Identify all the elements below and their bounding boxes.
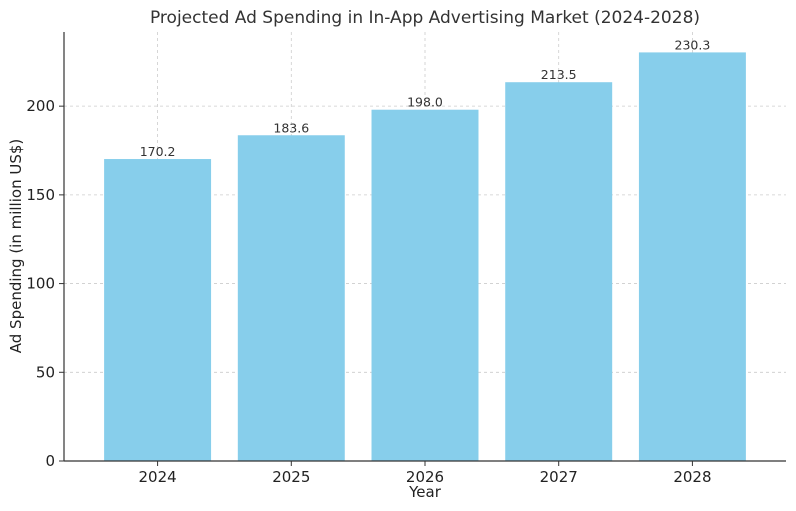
bar-2025: [237, 135, 345, 462]
data-label-2025: 183.6: [273, 120, 309, 135]
y-ticks: 0 50 100 150 200: [26, 97, 64, 470]
y-tick-label: 0: [45, 452, 55, 470]
x-axis-label: Year: [408, 483, 442, 501]
chart-title: Projected Ad Spending in In-App Advertis…: [150, 8, 700, 28]
x-tick-label-2028: 2028: [673, 468, 711, 486]
data-label-2027: 213.5: [541, 67, 577, 82]
x-tick-label-2025: 2025: [272, 468, 310, 486]
data-label-2026: 198.0: [407, 95, 443, 110]
data-label-2024: 170.2: [140, 144, 176, 159]
data-labels: 170.2 183.6 198.0 213.5 230.3: [140, 37, 711, 159]
bar-2027: [505, 82, 613, 461]
x-tick-label-2024: 2024: [138, 468, 176, 486]
bar-2024: [104, 159, 212, 461]
y-tick-label: 150: [26, 186, 55, 204]
bar-2026: [371, 109, 479, 461]
y-tick-label: 100: [26, 275, 55, 293]
y-tick-label: 50: [36, 363, 55, 381]
bar-2028: [638, 52, 746, 461]
x-tick-label-2027: 2027: [540, 468, 578, 486]
y-tick-label: 200: [26, 97, 55, 115]
y-axis-label: Ad Spending (in million US$): [7, 139, 25, 353]
x-ticks: 2024 2025 2026 2027 2028: [138, 461, 712, 486]
data-label-2028: 230.3: [675, 37, 711, 52]
x-tick-label-2026: 2026: [406, 468, 444, 486]
bars: [104, 52, 746, 462]
